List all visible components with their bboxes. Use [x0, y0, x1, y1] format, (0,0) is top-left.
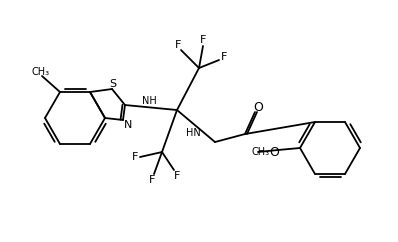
Text: O: O	[269, 145, 279, 159]
Text: O: O	[253, 100, 263, 113]
Text: F: F	[174, 171, 180, 181]
Text: methoxy: methoxy	[248, 152, 254, 154]
Text: N: N	[124, 120, 132, 130]
Text: S: S	[109, 79, 117, 89]
Text: F: F	[221, 52, 227, 62]
Text: F: F	[132, 152, 138, 162]
Text: F: F	[200, 35, 206, 45]
Text: CH₃: CH₃	[252, 147, 270, 157]
Text: HN: HN	[185, 128, 200, 138]
Text: F: F	[149, 175, 155, 185]
Text: NH: NH	[142, 96, 156, 106]
Text: CH₃: CH₃	[32, 67, 50, 77]
Text: F: F	[175, 40, 181, 50]
